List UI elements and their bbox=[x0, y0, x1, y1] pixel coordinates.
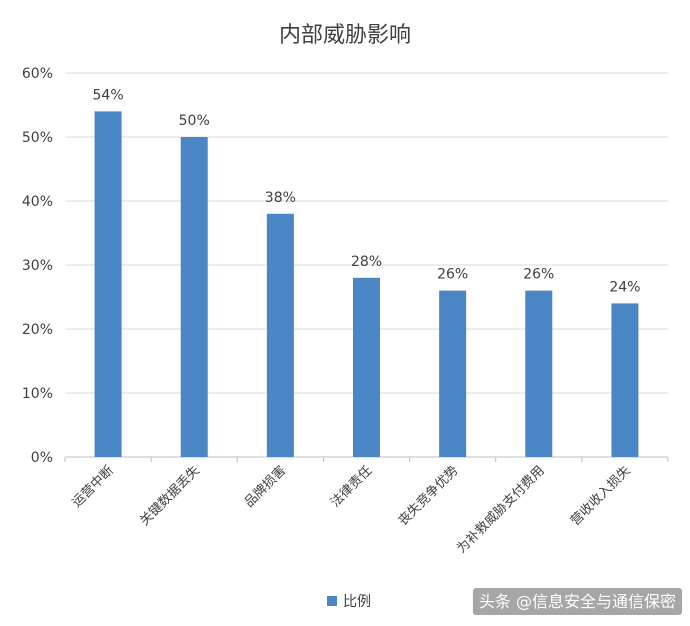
data-label: 38% bbox=[265, 190, 296, 206]
x-category-label: 丧失竞争优势 bbox=[395, 463, 461, 529]
y-tick-label: 30% bbox=[22, 258, 53, 274]
data-label: 28% bbox=[351, 254, 382, 270]
x-category-label: 为补救威胁支付费用 bbox=[454, 463, 548, 557]
legend: 比例 bbox=[327, 594, 371, 610]
data-label: 54% bbox=[93, 87, 124, 103]
gridlines bbox=[64, 72, 669, 462]
x-category-label: 营收收入损失 bbox=[568, 463, 634, 529]
watermark: 头条 @信息安全与通信保密 bbox=[479, 592, 676, 611]
x-category-label: 运营中断 bbox=[70, 463, 117, 510]
data-label: 24% bbox=[609, 279, 640, 295]
y-tick-label: 20% bbox=[22, 322, 53, 338]
data-label: 26% bbox=[437, 267, 468, 283]
data-label: 50% bbox=[179, 113, 210, 129]
bar bbox=[525, 290, 553, 457]
bars bbox=[94, 111, 639, 458]
x-category-label: 关键数据丢失 bbox=[137, 463, 203, 529]
y-axis-ticks: 0% 10% 20% 30% 40% 50% 60% bbox=[22, 66, 53, 466]
y-tick-label: 40% bbox=[22, 194, 53, 210]
watermark-backdrop bbox=[472, 588, 682, 615]
data-label: 26% bbox=[523, 267, 554, 283]
bar bbox=[266, 213, 294, 457]
legend-swatch bbox=[327, 596, 337, 606]
y-tick-label: 50% bbox=[22, 130, 53, 146]
chart-title: 内部威胁影响 bbox=[279, 23, 411, 48]
bar bbox=[180, 137, 208, 457]
y-tick-label: 60% bbox=[22, 66, 53, 82]
bar bbox=[439, 290, 467, 457]
bar bbox=[94, 111, 122, 458]
legend-label: 比例 bbox=[343, 594, 371, 610]
data-labels: 54% 50% 38% 28% 26% 26% 24% bbox=[93, 87, 641, 295]
y-tick-label: 0% bbox=[31, 450, 53, 466]
bar bbox=[611, 303, 639, 457]
bar bbox=[353, 277, 380, 457]
x-category-label: 品牌损害 bbox=[241, 463, 289, 511]
y-tick-label: 10% bbox=[22, 386, 53, 402]
x-category-label: 法律责任 bbox=[328, 463, 375, 510]
